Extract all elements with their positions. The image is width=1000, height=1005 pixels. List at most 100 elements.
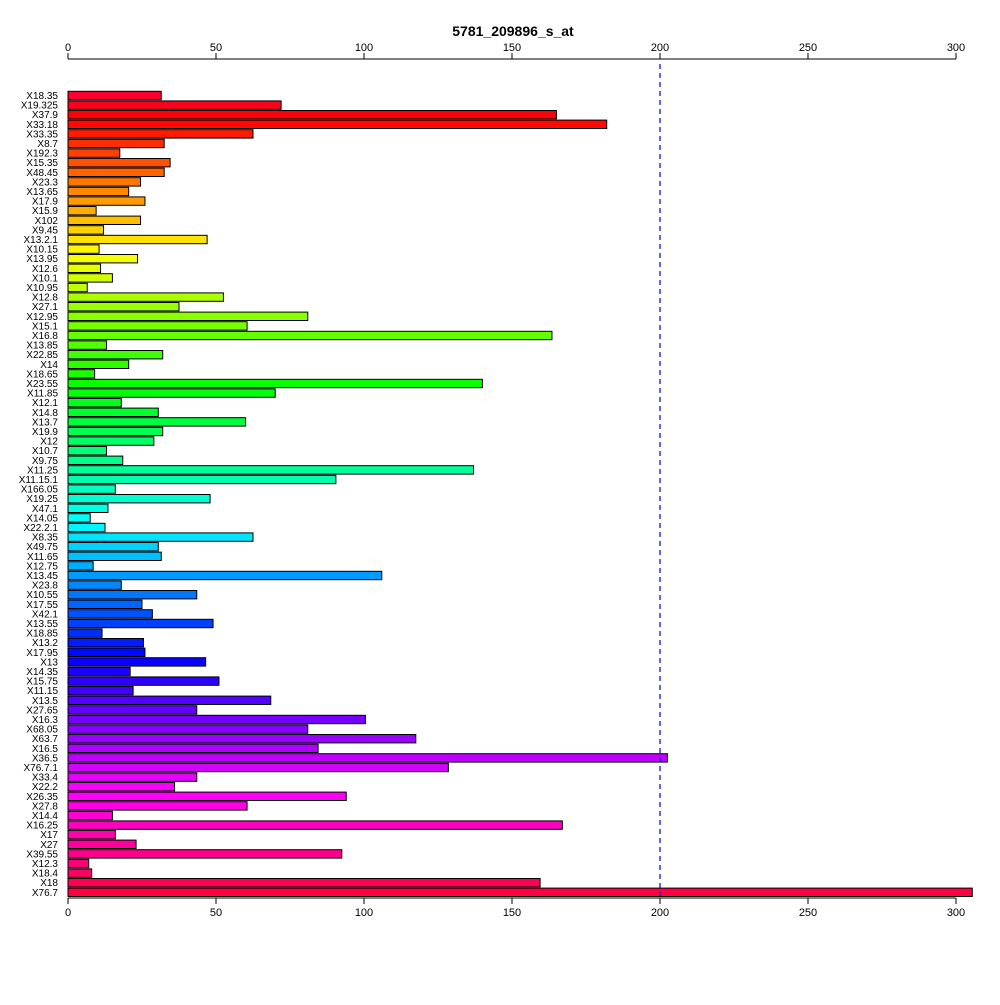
category-label: X33.4 (32, 773, 59, 784)
category-label: X15.9 (32, 206, 59, 217)
category-label: X39.55 (26, 849, 58, 860)
x-tick-label-bottom: 200 (651, 907, 669, 919)
bar (67, 196, 146, 206)
x-tick-label-bottom: 50 (210, 907, 222, 919)
bar (67, 743, 319, 753)
category-label: X18 (40, 878, 58, 889)
category-labels: X18.35X19.325X37.9X33.18X33.35X8.7X192.3… (19, 91, 59, 899)
bar (67, 522, 106, 533)
bar (67, 551, 162, 561)
bar (67, 474, 337, 485)
x-tick-label-top: 300 (947, 42, 965, 54)
bar (67, 647, 146, 657)
x-tick-label-bottom: 0 (65, 907, 71, 919)
bar (67, 273, 113, 283)
bar (67, 407, 159, 418)
bar (67, 580, 122, 590)
bar (67, 110, 557, 120)
bar (67, 311, 309, 322)
x-tick-label-top: 250 (799, 42, 817, 54)
bar (67, 839, 137, 849)
category-label: X18.65 (26, 369, 58, 380)
category-label: X16.25 (26, 821, 58, 832)
category-label: X13.5 (32, 696, 59, 707)
category-label: X10.55 (26, 590, 58, 601)
bar (67, 330, 553, 341)
category-label: X13.85 (26, 341, 58, 352)
category-label: X12.75 (26, 561, 58, 572)
category-label: X33.35 (26, 129, 58, 140)
bar (67, 206, 97, 216)
category-label: X37.9 (32, 110, 59, 121)
bar (67, 724, 309, 734)
bar (67, 321, 248, 331)
bar (67, 705, 198, 715)
category-label: X23.8 (32, 581, 59, 592)
bar (67, 167, 165, 178)
category-label: X11.15.1 (19, 475, 59, 486)
category-label: X13 (40, 657, 58, 668)
bar (67, 858, 90, 869)
bar (67, 714, 366, 725)
bar (67, 465, 475, 475)
category-label: X13.95 (26, 254, 58, 265)
bar (67, 426, 164, 437)
bar (67, 138, 165, 149)
bar (67, 599, 143, 609)
category-label: X27 (40, 840, 58, 851)
bar (67, 753, 668, 763)
category-label: X36.5 (32, 753, 59, 764)
bar (67, 542, 159, 552)
category-label: X23.55 (26, 379, 58, 390)
category-label: X68.05 (26, 725, 58, 736)
bar (67, 878, 541, 888)
chart-title: 5781_209896_s_at (452, 23, 574, 39)
category-label: X14.8 (32, 408, 59, 419)
bar (67, 810, 113, 821)
bar (67, 532, 254, 542)
category-label: X11.15 (27, 686, 58, 697)
category-label: X16.5 (32, 744, 59, 755)
category-label: X13.65 (26, 187, 58, 198)
category-label: X48.45 (26, 168, 58, 179)
bar (67, 388, 276, 398)
category-label: X19.325 (21, 101, 59, 112)
bar (67, 158, 171, 168)
bar (67, 100, 282, 110)
x-tick-label-bottom: 300 (947, 907, 965, 919)
bar (67, 503, 109, 514)
category-label: X9.75 (32, 456, 59, 467)
category-label: X12.3 (32, 859, 59, 870)
bar (67, 225, 105, 235)
bar (67, 417, 247, 427)
bar (67, 302, 180, 312)
category-label: X8.35 (32, 533, 59, 544)
category-label: X12.6 (32, 264, 59, 275)
category-label: X42.1 (32, 609, 59, 620)
category-label: X10.7 (32, 446, 59, 457)
bars (67, 90, 973, 897)
bar (67, 830, 116, 840)
category-label: X10.95 (26, 283, 58, 294)
category-label: X12.8 (32, 293, 59, 304)
bar (67, 695, 272, 705)
axes: 0 50 100 150 200 250 300 0 50 100 150 200 250 300 (65, 42, 965, 919)
category-label: X49.75 (26, 542, 58, 553)
bar (67, 263, 102, 274)
bar (67, 129, 254, 139)
category-label: X17.9 (32, 197, 59, 208)
bar (67, 609, 153, 619)
bar (67, 484, 116, 494)
bar (67, 369, 96, 379)
category-label: X15.35 (26, 158, 58, 169)
category-label: X16.3 (32, 715, 59, 726)
bar (67, 455, 124, 466)
category-label: X16.8 (32, 331, 59, 342)
category-label: X12.95 (26, 312, 58, 323)
bar (67, 676, 220, 686)
category-label: X14 (40, 360, 58, 371)
category-label: X8.7 (37, 139, 58, 150)
category-label: X33.18 (26, 120, 58, 131)
bar (67, 628, 103, 638)
bar (67, 657, 207, 667)
